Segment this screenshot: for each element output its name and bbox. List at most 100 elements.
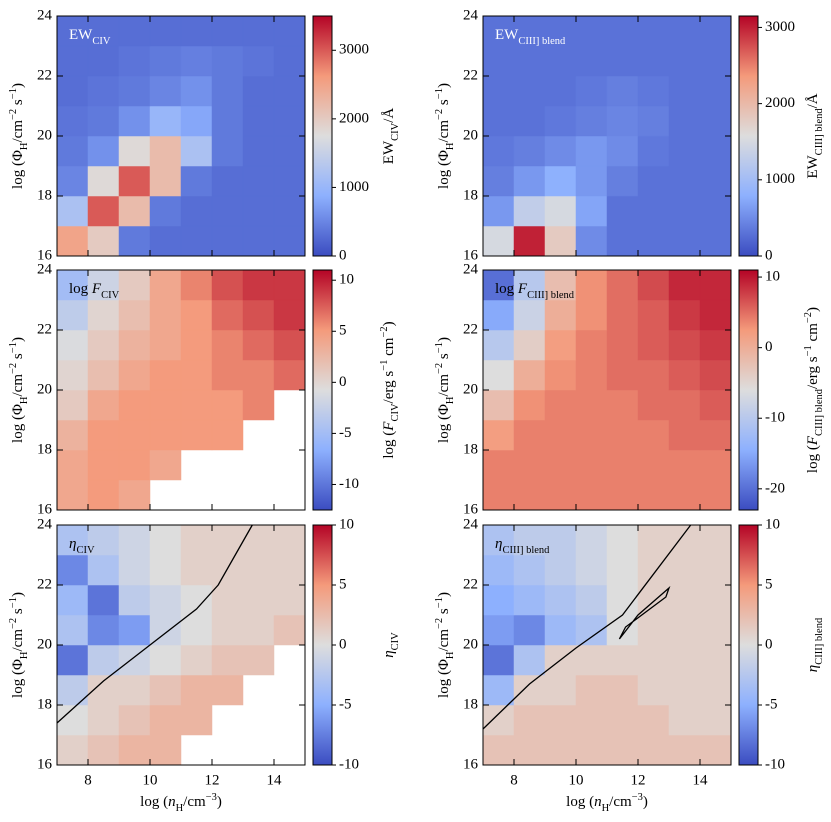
- heatmap-cell: [637, 614, 670, 646]
- heatmap-cell: [699, 449, 732, 481]
- heatmap-cell: [575, 704, 608, 736]
- label-part: n: [168, 794, 176, 810]
- heatmap-cell: [544, 704, 577, 736]
- colorbar-tick-label: 0: [765, 636, 773, 652]
- label-part: CIII] blend: [814, 108, 825, 156]
- heatmap-cell: [482, 674, 515, 706]
- label-part: −1: [434, 597, 445, 608]
- colorbar-tick-label: -10: [765, 756, 785, 772]
- label-part: /cm: [436, 629, 452, 652]
- label-part: −1: [8, 88, 19, 99]
- label-part: ): [381, 321, 397, 326]
- heatmap-cell: [575, 75, 608, 107]
- heatmap-cell: [637, 479, 670, 511]
- heatmap-cell: [668, 359, 701, 391]
- heatmap-cell: [56, 165, 89, 197]
- label-part: ): [10, 337, 26, 342]
- heatmap-cell: [637, 269, 670, 301]
- heatmap-cell: [56, 704, 89, 736]
- label-part: −1: [8, 597, 19, 608]
- heatmap-cell: [575, 105, 608, 137]
- heatmap-cell: [242, 15, 275, 47]
- y-tick-label: 20: [37, 381, 52, 397]
- heatmap-cell: [575, 734, 608, 766]
- heatmap-cell: [668, 105, 701, 137]
- heatmap-cell: [544, 195, 577, 227]
- heatmap-cell: [668, 704, 701, 736]
- y-axis-label: log (ΦH/cm−2 s−1): [8, 592, 30, 698]
- colorbar-tick-label: 10: [339, 272, 354, 288]
- heatmap-cell: [668, 299, 701, 331]
- heatmap-cell: [180, 299, 213, 331]
- heatmap-cell: [637, 135, 670, 167]
- heatmap-cell: [544, 165, 577, 197]
- panel-label: log FCIII] blend: [495, 281, 575, 300]
- heatmap-cell: [87, 45, 120, 77]
- heatmap-cell: [513, 75, 546, 107]
- heatmap-cell: [637, 105, 670, 137]
- heatmap-cell: [544, 269, 577, 301]
- y-axis-label: log (ΦH/cm−2 s−1): [8, 337, 30, 443]
- heatmap-cell: [118, 75, 151, 107]
- heatmap-cell: [482, 554, 515, 586]
- heatmap-cell: [606, 45, 639, 77]
- heatmap-cell: [149, 614, 182, 646]
- colorbar-tick-label: 1000: [339, 179, 369, 195]
- heatmap-cell: [699, 644, 732, 676]
- heatmap-cell: [575, 269, 608, 301]
- heatmap-cell: [482, 135, 515, 167]
- heatmap-cell: [699, 704, 732, 736]
- heatmap-cell: [513, 269, 546, 301]
- heatmap-cell: [242, 45, 275, 77]
- heatmap-cell: [56, 299, 89, 331]
- label-part: CIII] blend: [814, 388, 825, 436]
- heatmap-cell: [118, 45, 151, 77]
- heatmap-cell: [211, 674, 244, 706]
- label-part: s: [436, 99, 452, 109]
- heatmap-cell: [606, 329, 639, 361]
- heatmap-cell: [56, 449, 89, 481]
- x-tick-label: 10: [569, 772, 584, 788]
- colorbar-label: EWCIV/Å: [381, 108, 400, 165]
- colorbar: [738, 269, 759, 511]
- x-tick-label: 8: [84, 772, 92, 788]
- heatmap-cell: [606, 449, 639, 481]
- label-part: log (Φ: [10, 659, 26, 698]
- heatmap-cell: [606, 704, 639, 736]
- heatmap-cell: [118, 584, 151, 616]
- heatmap-cell: [56, 225, 89, 257]
- label-part: CIII] blend: [518, 36, 566, 47]
- heatmap-cell: [180, 389, 213, 421]
- heatmap-cell: [513, 674, 546, 706]
- heatmap-cell: [56, 75, 89, 107]
- colorbar-tick-label: 5: [339, 576, 347, 592]
- heatmap-cell: [242, 329, 275, 361]
- heatmap-cell: [699, 389, 732, 421]
- label-part: cm: [381, 337, 397, 359]
- heatmap-cell: [180, 195, 213, 227]
- heatmap-cell: [637, 449, 670, 481]
- heatmap-cell: [180, 554, 213, 586]
- heatmap-cell: [699, 734, 732, 766]
- colorbar-tick-label: 3000: [339, 42, 369, 58]
- heatmap-cell: [575, 45, 608, 77]
- label-part: /erg s: [381, 371, 397, 404]
- heatmap-cell: [87, 165, 120, 197]
- label-part: /cm: [10, 374, 26, 397]
- heatmap-cell: [118, 135, 151, 167]
- heatmap-cell: [273, 165, 306, 197]
- heatmap-cell: [482, 734, 515, 766]
- colorbar-label: log (FCIII] blend/erg s−1 cm−2): [803, 307, 825, 473]
- heatmap-cell: [699, 359, 732, 391]
- y-tick-label: 16: [37, 756, 53, 772]
- heatmap-cell: [87, 449, 120, 481]
- heatmap-cell: [637, 674, 670, 706]
- heatmap-cell: [637, 359, 670, 391]
- label-part: η: [495, 536, 502, 552]
- label-part: ): [436, 83, 452, 88]
- label-part: log (: [805, 445, 821, 473]
- heatmap-cell: [149, 389, 182, 421]
- y-tick-label: 18: [463, 441, 478, 457]
- heatmap-cell: [180, 15, 213, 47]
- heatmap-cell: [575, 419, 608, 451]
